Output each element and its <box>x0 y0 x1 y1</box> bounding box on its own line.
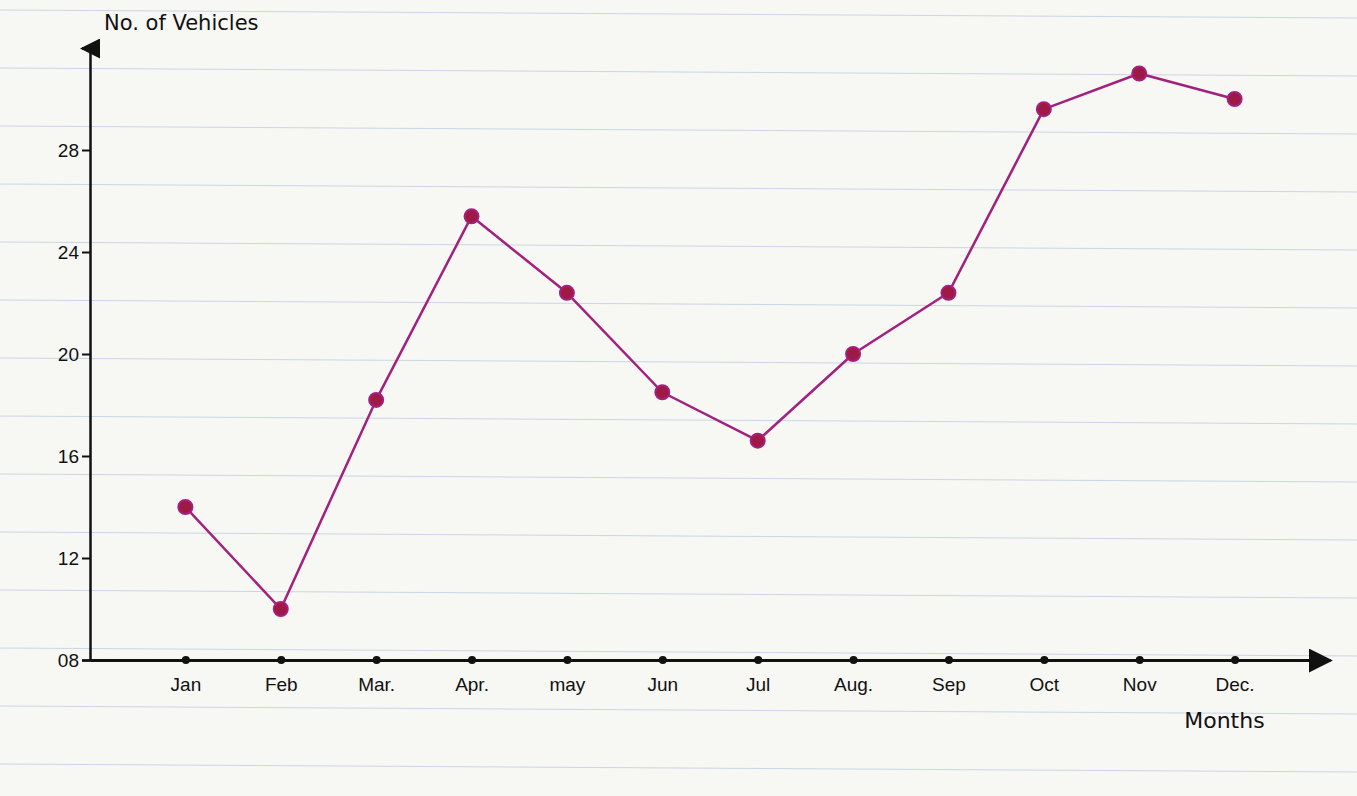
y-tick-label: 24 <box>58 242 80 263</box>
x-tick: Feb <box>265 656 298 695</box>
paper-line <box>0 68 1357 76</box>
y-tick-label: 08 <box>58 650 79 671</box>
x-tick-dot <box>563 656 571 664</box>
x-tick-label: Jun <box>647 674 678 695</box>
y-tick-mark <box>82 150 90 152</box>
paper-line <box>0 532 1357 540</box>
series-marker <box>178 500 192 514</box>
y-tick-label: 12 <box>58 548 79 569</box>
x-tick-label: Jan <box>171 674 202 695</box>
x-tick: Jun <box>647 656 678 695</box>
y-tick-label: 20 <box>58 344 79 365</box>
x-tick-dot <box>754 656 762 664</box>
x-tick: Dec. <box>1216 656 1255 695</box>
y-tick: 28 <box>58 140 90 161</box>
x-tick-dot <box>468 656 476 664</box>
x-tick-label: Aug. <box>834 674 873 695</box>
series-line <box>185 74 1234 610</box>
paper-line <box>0 416 1357 424</box>
y-tick-mark <box>82 456 90 458</box>
paper-line <box>0 300 1357 308</box>
x-axis: Jan Feb Mar. Apr. may Jun Jul Aug. Sep Oct Nov Dec. <box>91 656 1331 695</box>
chart: 08 12 16 20 24 28 Jan Feb Mar. Apr. may Jun Jul Aug. S… <box>0 0 1357 796</box>
paper-line <box>0 242 1357 250</box>
x-tick-dot <box>1231 656 1239 664</box>
y-axis-title: No. of Vehicles <box>104 11 259 35</box>
series-marker <box>369 393 383 407</box>
series-marker <box>560 286 574 300</box>
x-tick-dot <box>945 656 953 664</box>
paper-line <box>0 764 1357 772</box>
y-tick: 08 <box>58 650 90 671</box>
x-tick-label: Oct <box>1030 674 1060 695</box>
series-marker <box>751 434 765 448</box>
x-tick: Jan <box>171 656 202 695</box>
series-marker <box>1228 92 1242 106</box>
y-tick-mark <box>82 558 90 560</box>
x-axis-title: Months <box>1184 708 1264 733</box>
paper-line <box>0 126 1357 134</box>
series-marker <box>1132 67 1146 81</box>
paper-line <box>0 590 1357 598</box>
y-tick-mark <box>82 660 90 662</box>
paper-line <box>0 648 1357 656</box>
x-tick-dot <box>659 656 667 664</box>
plot-area <box>178 67 1241 617</box>
x-tick: Apr. <box>455 656 489 695</box>
y-tick-mark <box>82 354 90 356</box>
x-tick: Jul <box>746 656 770 695</box>
x-tick-label: Apr. <box>455 674 489 695</box>
x-tick-dot <box>373 656 381 664</box>
x-axis-line <box>91 659 1331 662</box>
x-tick-label: Mar. <box>358 674 395 695</box>
x-tick: Sep <box>932 656 966 695</box>
paper-line <box>0 706 1357 714</box>
y-axis-line <box>82 49 91 661</box>
x-tick: Aug. <box>834 656 873 695</box>
x-tick-label: Jul <box>746 674 770 695</box>
series-marker <box>655 385 669 399</box>
x-tick-label: Nov <box>1123 674 1157 695</box>
x-tick: Nov <box>1123 656 1157 695</box>
x-tick-dot <box>1040 656 1048 664</box>
x-tick: may <box>549 656 585 695</box>
x-tick-label: Dec. <box>1216 674 1255 695</box>
y-axis: 08 12 16 20 24 28 <box>58 49 91 671</box>
paper-line <box>0 184 1357 192</box>
series-marker <box>941 286 955 300</box>
y-tick: 12 <box>58 548 90 569</box>
y-tick-label: 16 <box>58 446 79 467</box>
y-tick: 20 <box>58 344 90 365</box>
y-tick: 16 <box>58 446 90 467</box>
y-tick-label: 28 <box>58 140 79 161</box>
series-marker <box>1037 102 1051 116</box>
x-tick: Oct <box>1030 656 1060 695</box>
x-tick-dot <box>182 656 190 664</box>
paper-line <box>0 358 1357 366</box>
series-marker <box>846 347 860 361</box>
x-tick-dot <box>1136 656 1144 664</box>
x-tick: Mar. <box>358 656 395 695</box>
x-tick-label: may <box>549 674 585 695</box>
paper-line <box>0 474 1357 482</box>
series-marker <box>274 602 288 616</box>
x-tick-label: Feb <box>265 674 298 695</box>
y-tick-mark <box>82 252 90 254</box>
series-marker <box>465 209 479 223</box>
paper-lines <box>0 10 1357 772</box>
x-tick-label: Sep <box>932 674 966 695</box>
x-tick-dot <box>850 656 858 664</box>
x-tick-dot <box>277 656 285 664</box>
y-tick: 24 <box>58 242 90 263</box>
